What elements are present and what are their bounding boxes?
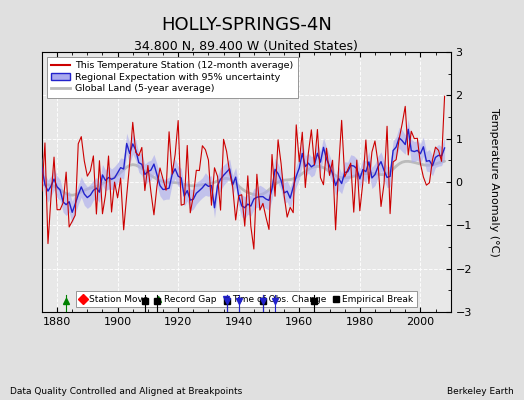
Legend: Station Move, Record Gap, Time of Obs. Change, Empirical Break: Station Move, Record Gap, Time of Obs. C… bbox=[76, 291, 417, 308]
Text: 34.800 N, 89.400 W (United States): 34.800 N, 89.400 W (United States) bbox=[134, 40, 358, 53]
Text: Data Quality Controlled and Aligned at Breakpoints: Data Quality Controlled and Aligned at B… bbox=[10, 387, 243, 396]
Text: Berkeley Earth: Berkeley Earth bbox=[447, 387, 514, 396]
Text: HOLLY-SPRINGS-4N: HOLLY-SPRINGS-4N bbox=[161, 16, 332, 34]
Y-axis label: Temperature Anomaly (°C): Temperature Anomaly (°C) bbox=[489, 108, 499, 256]
